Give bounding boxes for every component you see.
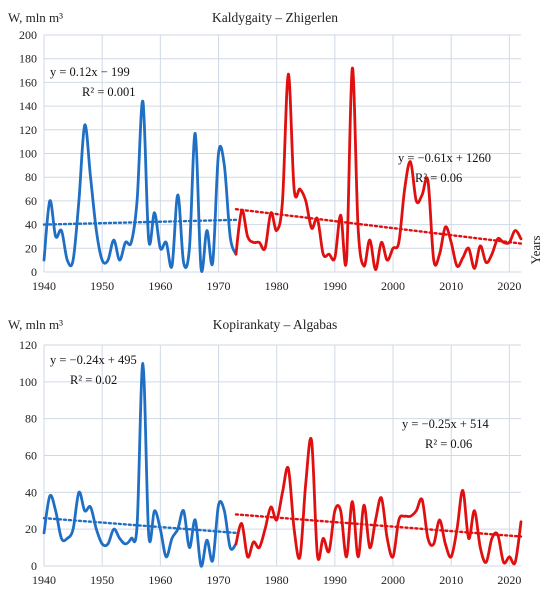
trend-equation-1: y = 0.12x − 199 — [50, 65, 130, 79]
trend-r2-1: R² = 0.001 — [82, 85, 136, 99]
trend-r2-2: R² = 0.06 — [425, 437, 472, 451]
chart-title: Kaldygaity – Zhigerlen — [212, 10, 338, 25]
x-tick-label: 1970 — [207, 573, 231, 587]
y-tick-label: 20 — [25, 522, 37, 536]
y-tick-label: 140 — [19, 99, 37, 113]
y-tick-label: 100 — [19, 375, 37, 389]
trend-equation-2: y = −0.61x + 1260 — [398, 151, 491, 165]
trendline-1 — [42, 516, 238, 535]
chart-panel-2: 0 20 40 60 80 100 120 1940 1950 1960 1970 1980 1990 2… — [8, 317, 523, 587]
trend-equation-2: y = −0.25x + 514 — [402, 417, 490, 431]
x-tick-label: 1950 — [90, 573, 114, 587]
x-tick-label: 1970 — [207, 279, 231, 293]
x-tick-label: 1990 — [323, 279, 347, 293]
x-tick-label: 1960 — [148, 573, 172, 587]
trendline-1 — [42, 218, 238, 226]
x-tick-label: 2010 — [439, 573, 463, 587]
x-tick-label: 1960 — [148, 279, 172, 293]
y-tick-label: 0 — [31, 559, 37, 573]
x-axis-label: Years — [528, 235, 543, 264]
trendline-2 — [234, 513, 523, 538]
chart-panel-1: 0 20 40 60 80 100 120 140 160 180 200 1940 1950 1960 1… — [8, 10, 543, 293]
series-line-1 — [42, 362, 238, 568]
chart-title: Kopirankaty – Algabas — [213, 317, 337, 332]
trend-r2-1: R² = 0.02 — [70, 373, 117, 387]
x-tick-label: 2020 — [497, 573, 521, 587]
y-tick-label: 80 — [25, 412, 37, 426]
y-tick-label: 100 — [19, 147, 37, 161]
x-tick-label: 1950 — [90, 279, 114, 293]
y-tick-label: 60 — [25, 449, 37, 463]
y-axis-label: W, mln m³ — [8, 317, 63, 332]
y-tick-label: 120 — [19, 123, 37, 137]
y-tick-label: 40 — [25, 218, 37, 232]
trend-equation-1: y = −0.24x + 495 — [50, 353, 137, 367]
trend-r2-2: R² = 0.06 — [415, 171, 462, 185]
y-tick-label: 40 — [25, 485, 37, 499]
y-tick-label: 60 — [25, 194, 37, 208]
x-tick-label: 1980 — [265, 279, 289, 293]
series-line-1 — [42, 99, 238, 273]
x-tick-label: 1990 — [323, 573, 347, 587]
trendline-2 — [234, 207, 523, 245]
series-line-2 — [234, 66, 523, 272]
y-axis-label: W, mln m³ — [8, 10, 63, 25]
x-tick-label: 2010 — [439, 279, 463, 293]
y-tick-label: 80 — [25, 170, 37, 184]
y-tick-label: 180 — [19, 52, 37, 66]
y-tick-label: 200 — [19, 28, 37, 42]
x-tick-label: 1940 — [32, 573, 56, 587]
x-tick-label: 2000 — [381, 279, 405, 293]
x-tick-label: 2000 — [381, 573, 405, 587]
series-line-2 — [234, 437, 523, 566]
y-tick-label: 0 — [31, 265, 37, 279]
x-tick-label: 1940 — [32, 279, 56, 293]
y-tick-label: 120 — [19, 338, 37, 352]
x-tick-label: 1980 — [265, 573, 289, 587]
y-tick-label: 160 — [19, 75, 37, 89]
y-tick-label: 20 — [25, 241, 37, 255]
x-tick-label: 2020 — [497, 279, 521, 293]
